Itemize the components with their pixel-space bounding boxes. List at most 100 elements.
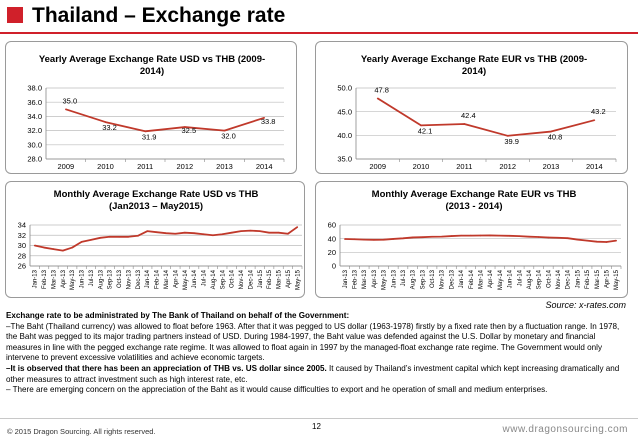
chart-title-line: Monthly Average Exchange Rate USD vs THB — [54, 189, 259, 200]
x-tick-label: Nov-14 — [239, 269, 245, 289]
data-point — [508, 234, 511, 237]
x-tick-label: Jul-14 — [517, 269, 523, 286]
x-tick-label: 2014 — [256, 162, 273, 171]
data-point — [230, 231, 233, 234]
x-tick-label: Apr-14 — [173, 269, 179, 288]
x-tick-label: Mar-15 — [277, 269, 283, 289]
data-point — [576, 238, 579, 241]
x-tick-label: Oct-13 — [430, 269, 436, 288]
y-tick-label: 50.0 — [337, 84, 352, 93]
x-tick-label: Feb-14 — [155, 269, 161, 289]
x-tick-label: Feb-15 — [585, 269, 591, 289]
x-tick-label: Aug-14 — [211, 269, 217, 289]
chart-yearly-eur-thb: Yearly Average Exchange Rate EUR vs THB … — [337, 54, 617, 171]
data-point — [296, 226, 299, 228]
x-tick-label: Apr-13 — [372, 269, 378, 288]
data-point — [127, 235, 130, 238]
x-tick-label: Oct-13 — [117, 269, 123, 288]
title-square-icon — [7, 7, 23, 23]
data-label: 40.8 — [548, 133, 563, 142]
x-tick-label: Aug-14 — [527, 269, 533, 289]
data-point — [566, 237, 569, 239]
data-label: 35.0 — [63, 96, 78, 105]
data-point — [258, 230, 261, 232]
y-tick-label: 30 — [18, 241, 26, 250]
x-tick-label: Jun-14 — [508, 269, 514, 288]
chart-title-line: Yearly Average Exchange Rate USD vs THB … — [39, 54, 265, 65]
x-tick-label: 2012 — [499, 162, 516, 171]
chart-yearly-usd-thb: Yearly Average Exchange Rate USD vs THB … — [27, 54, 285, 171]
body-paragraph-3: – There are emerging concern on the appr… — [6, 385, 548, 395]
data-point — [411, 236, 414, 239]
x-tick-label: Feb-13 — [42, 269, 48, 289]
data-point — [65, 108, 67, 111]
data-point — [420, 124, 422, 127]
x-tick-label: Sep-13 — [420, 269, 426, 289]
series-line — [65, 108, 265, 133]
x-tick-label: May-14 — [183, 269, 189, 290]
x-tick-label: Jul-13 — [89, 269, 95, 286]
y-tick-label: 38.0 — [27, 84, 42, 93]
chart-title-line: Yearly Average Exchange Rate EUR vs THB … — [361, 54, 587, 65]
data-point — [402, 237, 404, 240]
data-label: 43.2 — [591, 107, 606, 116]
title-divider — [0, 32, 638, 34]
data-label: 42.1 — [418, 126, 433, 135]
x-tick-label: Jan-14 — [459, 269, 465, 288]
data-point — [43, 246, 45, 249]
data-point — [104, 121, 107, 123]
data-label: 33.8 — [261, 117, 276, 126]
x-tick-label: Mar-13 — [362, 269, 368, 289]
body-paragraph-2-emphasis: –It is observed that there has been an a… — [6, 363, 327, 373]
x-tick-label: Jan-15 — [575, 269, 581, 288]
x-tick-label: Jan-14 — [145, 269, 151, 288]
website-link[interactable]: www.dragonsourcing.com — [502, 424, 628, 435]
data-point — [183, 231, 186, 234]
data-point — [80, 241, 83, 243]
copyright: © 2015 Dragon Sourcing. All rights reser… — [7, 427, 156, 436]
data-point — [440, 235, 443, 238]
data-point — [221, 233, 224, 236]
data-point — [202, 233, 205, 236]
y-tick-label: 28.0 — [27, 155, 42, 164]
x-tick-label: May-15 — [295, 269, 301, 290]
data-point — [223, 129, 226, 132]
x-tick-label: Aug-13 — [411, 269, 417, 289]
data-point — [460, 234, 462, 237]
data-point — [174, 232, 177, 235]
data-point — [547, 236, 550, 239]
data-point — [287, 232, 289, 235]
data-point — [184, 126, 186, 128]
data-point — [450, 235, 453, 237]
x-tick-label: 2014 — [586, 162, 603, 171]
data-point — [33, 244, 36, 247]
x-tick-label: Apr-14 — [488, 269, 494, 288]
x-tick-label: Feb-14 — [469, 269, 475, 289]
body-paragraph-1: –The Baht (Thailand currency) was allowe… — [6, 321, 620, 363]
x-tick-label: Dec-13 — [136, 269, 142, 289]
data-point — [277, 231, 280, 234]
x-tick-label: Apr-15 — [604, 269, 610, 288]
body-heading: Exchange rate to be administrated by The… — [6, 311, 350, 320]
y-tick-label: 40.0 — [337, 131, 352, 140]
y-tick-label: 20 — [328, 248, 336, 257]
data-point — [421, 236, 424, 238]
data-point — [193, 232, 195, 234]
x-tick-label: Dec-14 — [566, 269, 572, 289]
x-tick-label: Jul-13 — [401, 269, 407, 286]
x-tick-label: 2013 — [216, 162, 233, 171]
x-tick-label: Jun-13 — [80, 269, 86, 288]
chart-title-line: Monthly Average Exchange Rate EUR vs THB — [372, 189, 577, 200]
body-paragraph-2-rest: It caused by Thailand’s investment capit… — [6, 363, 620, 384]
data-point — [537, 236, 540, 238]
x-tick-label: 2011 — [456, 162, 472, 171]
data-label: 32.0 — [221, 132, 236, 141]
x-tick-label: 2009 — [57, 162, 74, 171]
data-point — [137, 234, 139, 237]
data-label: 39.9 — [504, 137, 519, 146]
y-tick-label: 34 — [18, 221, 26, 230]
x-tick-label: Jan-13 — [343, 269, 349, 288]
y-tick-label: 34.0 — [27, 112, 42, 121]
data-point — [240, 230, 242, 232]
data-point — [506, 135, 509, 137]
